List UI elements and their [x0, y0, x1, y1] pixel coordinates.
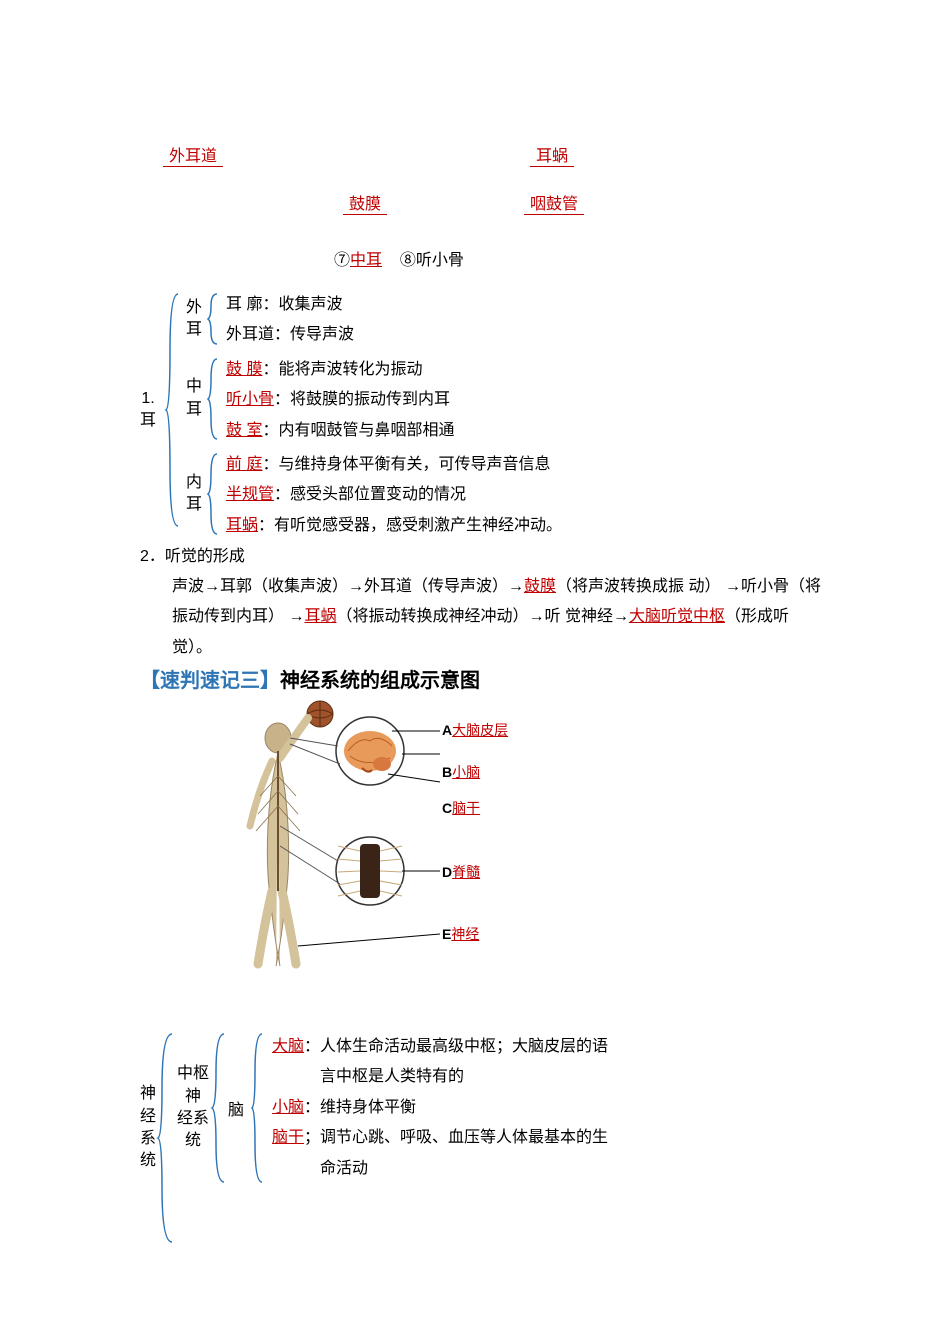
brain-label: 脑: [228, 1096, 244, 1120]
num-8: ⑧: [400, 252, 416, 269]
inner-item-3: 耳蜗：有听觉感受器，感受刺激产生神经冲动。: [226, 511, 562, 541]
label-eardrum: 鼓膜: [343, 190, 387, 215]
outer-ear-label-2: 耳: [186, 319, 202, 341]
brace-inner-icon: [206, 450, 220, 538]
ns-root-2: 经: [140, 1106, 156, 1128]
label-outer-canal: 外耳道: [163, 142, 223, 167]
central-ns-label: 中枢神经系统: [176, 1063, 210, 1153]
inner-ear-label-2: 耳: [186, 494, 202, 516]
ear-root-num: 1.: [141, 388, 154, 410]
brain-item-1b: 言中枢是人类特有的: [272, 1062, 702, 1092]
brace-middle-icon: [206, 355, 220, 443]
nervous-system-tree: 神 经 系 统 中枢神经系统 脑 大脑：人体生命活动最高级中枢；大脑: [140, 1028, 840, 1248]
human-figure-icon: [220, 696, 460, 986]
brain-item-3: 脑干；调节心跳、呼吸、血压等人体最基本的生: [272, 1123, 702, 1153]
ns-label-d: D脊髓: [442, 862, 480, 882]
brace-outer-icon: [206, 290, 220, 348]
middle-ear-label-2: 耳: [186, 399, 202, 421]
item-7: 中耳: [350, 252, 382, 269]
brain-item-3b: 命活动: [272, 1154, 702, 1184]
ear-root-label: 耳: [140, 410, 156, 432]
num-7: ⑦: [334, 252, 350, 269]
middle-ear-label-1: 中: [186, 376, 202, 398]
label-cochlea: 耳蜗: [530, 142, 574, 167]
ns-label-c: C脑干: [442, 798, 480, 818]
outer-item-2: 外耳道：传导声波: [226, 320, 354, 350]
ns-label-e: E神经: [442, 924, 479, 944]
outer-ear-label-1: 外: [186, 297, 202, 319]
ns-label-a: A大脑皮层: [442, 720, 508, 740]
item-8: 听小骨: [416, 252, 464, 269]
middle-item-3: 鼓 室：内有咽鼓管与鼻咽部相通: [226, 416, 454, 446]
hearing-para: 声波→耳郭（收集声波）→外耳道（传导声波）→鼓膜（将声波转换成振 动） →听小骨…: [172, 572, 822, 663]
brace-central-icon: [210, 1028, 228, 1188]
ear-hierarchy: 1. 耳 外耳 耳 廓：收集声波 外耳道：传导声波 中耳: [140, 290, 840, 541]
label-line3: ⑦中耳 ⑧听小骨: [334, 246, 464, 270]
outer-item-1: 耳 廓：收集声波: [226, 290, 354, 320]
section3-heading: 【速判速记三】神经系统的组成示意图: [140, 664, 480, 693]
brain-item-1: 大脑：人体生命活动最高级中枢；大脑皮层的语: [272, 1032, 702, 1062]
brace-brain-icon: [250, 1028, 266, 1188]
nervous-system-diagram: A大脑皮层 B小脑 C脑干 D脊髓 E神经: [220, 696, 640, 986]
brace-ns-root-icon: [156, 1028, 176, 1248]
ns-root-3: 系: [140, 1128, 156, 1150]
inner-item-1: 前 庭：与维持身体平衡有关，可传导声音信息: [226, 450, 562, 480]
label-eustachian: 咽鼓管: [524, 190, 584, 215]
hearing-title-row: 2．听觉的形成: [140, 542, 820, 572]
middle-item-2: 听小骨：将鼓膜的振动传到内耳: [226, 385, 454, 415]
brace-root-icon: [164, 290, 182, 530]
ns-label-b: B小脑: [442, 762, 480, 782]
inner-item-2: 半规管：感受头部位置变动的情况: [226, 480, 562, 510]
inner-ear-label-1: 内: [186, 472, 202, 494]
brain-item-2: 小脑：维持身体平衡: [272, 1093, 702, 1123]
middle-item-1: 鼓 膜：能将声波转化为振动: [226, 355, 454, 385]
ns-root-1: 神: [140, 1083, 156, 1105]
page-root: 外耳道 耳蜗 鼓膜 咽鼓管 ⑦中耳 ⑧听小骨 1. 耳 外耳 耳 廓：收集声波 …: [0, 0, 950, 1344]
ns-root-4: 统: [140, 1150, 156, 1172]
